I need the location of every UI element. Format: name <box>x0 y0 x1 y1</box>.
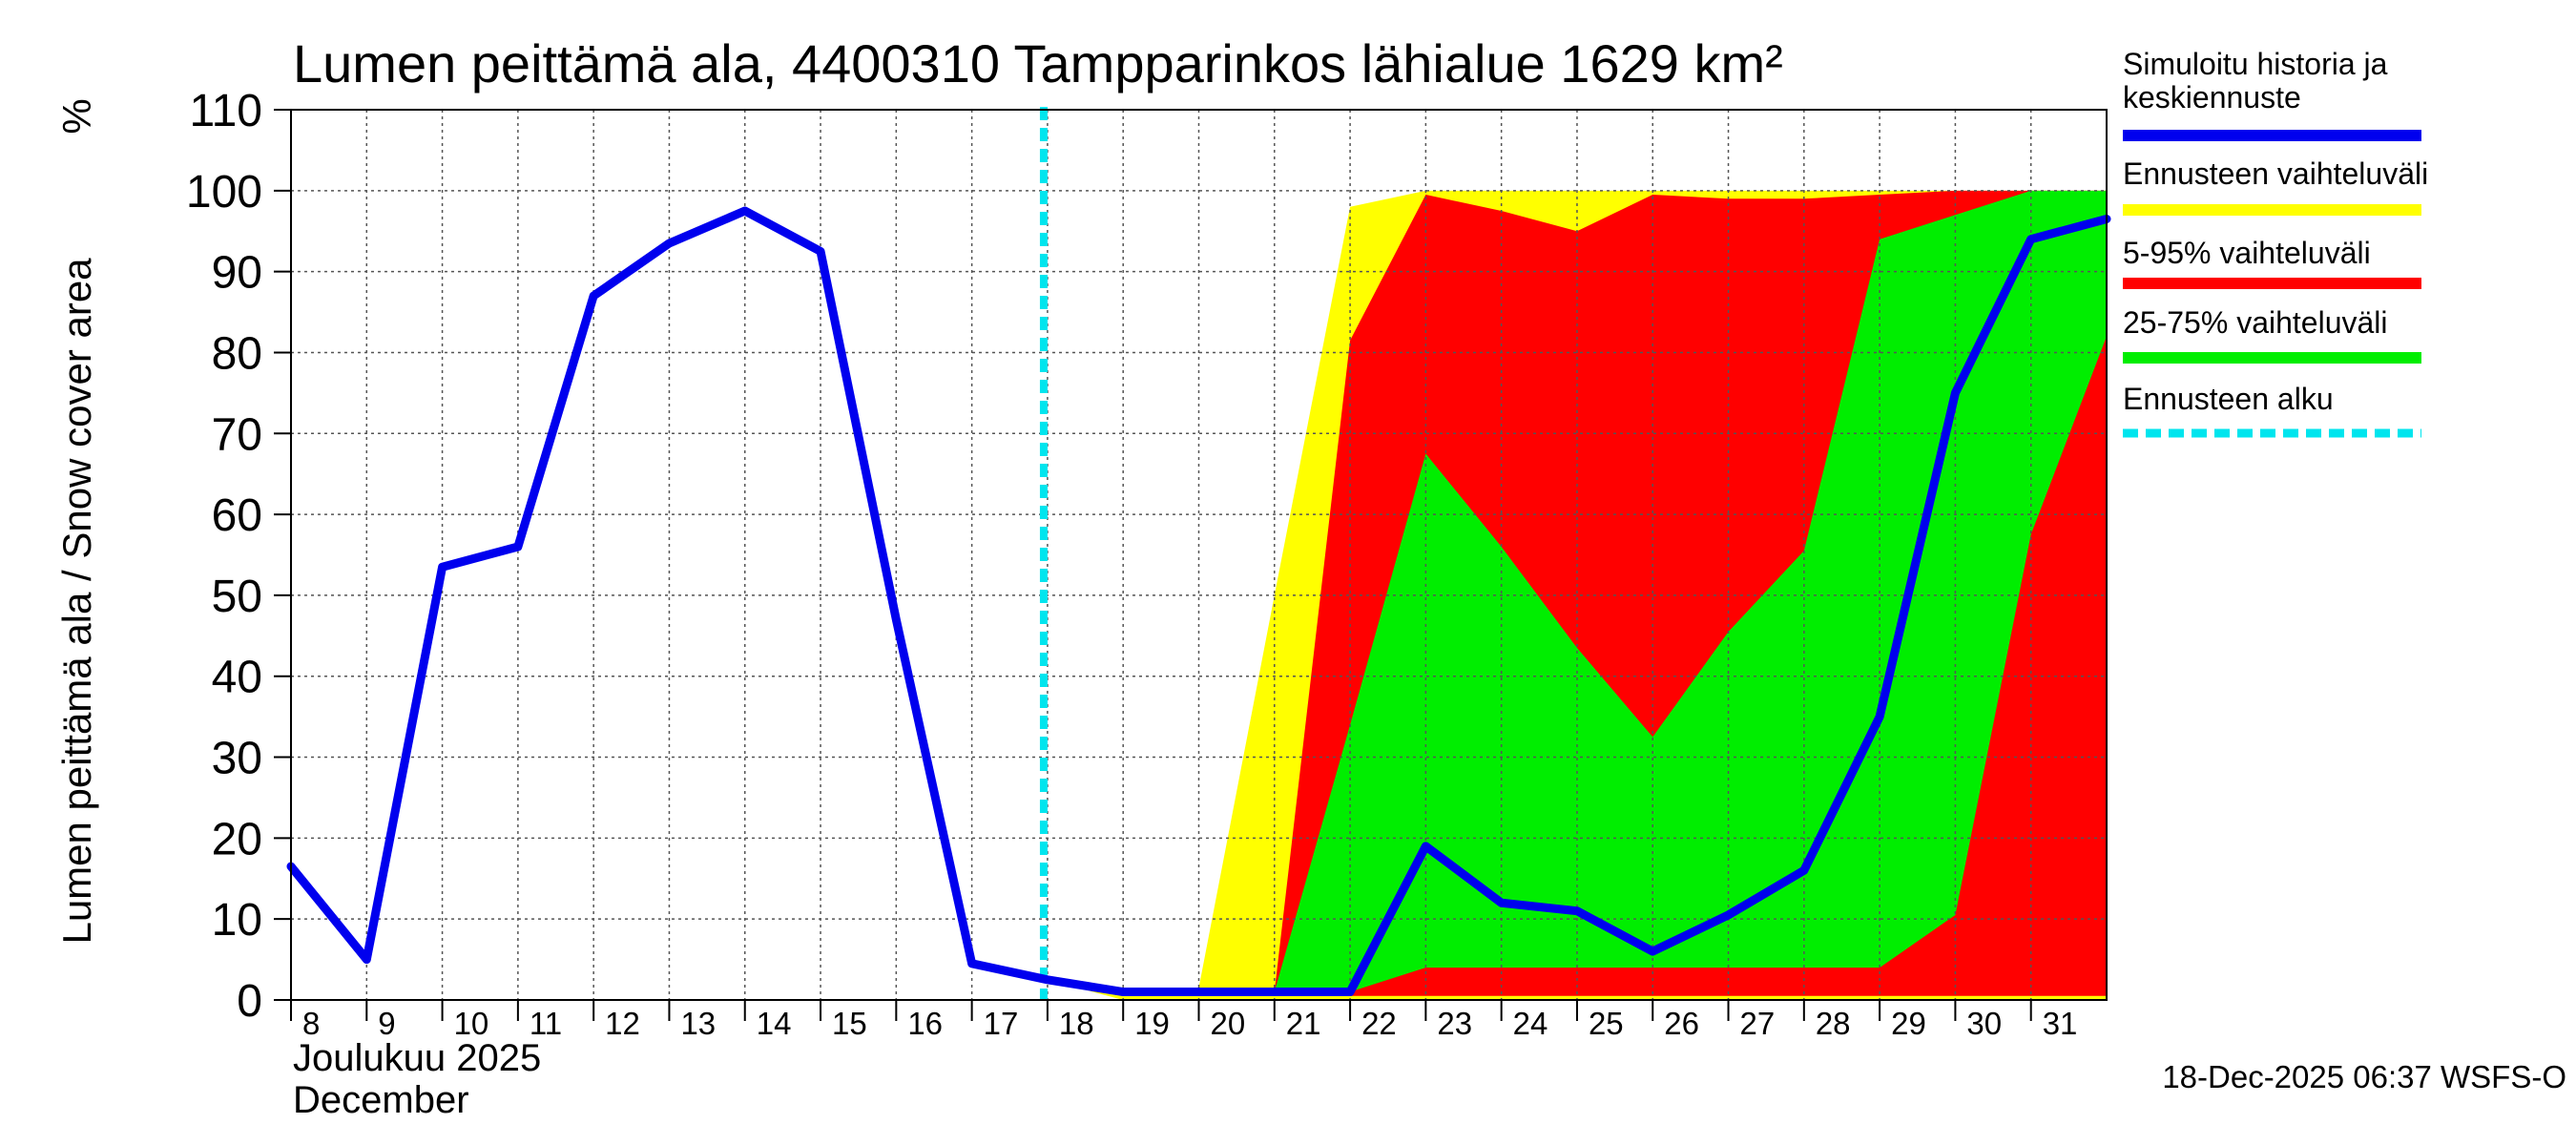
x-tick-label: 26 <box>1664 1006 1699 1041</box>
x-tick-label: 31 <box>2043 1006 2078 1041</box>
x-tick-label: 30 <box>1966 1006 2002 1041</box>
legend-label: Simuloitu historia ja keskiennuste <box>2123 47 2388 114</box>
x-tick-label: 29 <box>1891 1006 1926 1041</box>
x-tick-label: 20 <box>1211 1006 1246 1041</box>
legend-label: Ennusteen alku <box>2123 382 2334 416</box>
x-tick-label: 10 <box>454 1006 489 1041</box>
y-tick-label: 0 <box>237 976 262 1027</box>
x-tick-label: 8 <box>302 1006 320 1041</box>
x-axis-label-english: December <box>293 1079 469 1121</box>
legend: Simuloitu historia ja keskiennuste Ennuste… <box>2123 47 2428 438</box>
x-tick-label: 16 <box>907 1006 943 1041</box>
x-tick-label: 13 <box>680 1006 716 1041</box>
y-tick-label: 70 <box>212 409 262 460</box>
y-tick-label: 90 <box>212 248 262 299</box>
x-tick-label: 17 <box>984 1006 1019 1041</box>
y-axis-unit: % <box>54 98 99 134</box>
chart-title: Lumen peittämä ala, 4400310 Tampparinkos… <box>293 33 1783 94</box>
x-tick-label: 12 <box>605 1006 640 1041</box>
x-tick-label: 11 <box>530 1006 562 1041</box>
timestamp-footer: 18-Dec-2025 06:37 WSFS-O <box>2162 1059 2566 1094</box>
x-tick-label: 27 <box>1740 1006 1776 1041</box>
legend-label: Ennusteen vaihteluväli <box>2123 156 2428 191</box>
y-tick-label: 10 <box>212 895 262 946</box>
x-tick-label: 22 <box>1361 1006 1397 1041</box>
y-tick-label: 50 <box>212 572 262 622</box>
x-tick-label: 9 <box>378 1006 395 1041</box>
series-lines <box>286 107 2111 1000</box>
x-tick-label: 28 <box>1816 1006 1851 1041</box>
y-tick-label: 110 <box>189 86 262 136</box>
y-tick-label: 80 <box>212 328 262 379</box>
y-axis-label: Lumen peittämä ala / Snow cover area <box>54 258 99 945</box>
y-tick-label: 20 <box>212 814 262 864</box>
series-line-simulated-history <box>286 206 2111 997</box>
legend-label: 25-75% vaihteluväli <box>2123 305 2388 340</box>
y-tick-label: 30 <box>212 734 262 784</box>
x-axis-label-finnish: Joulukuu 2025 <box>293 1037 541 1079</box>
y-tick-label: 100 <box>186 167 262 218</box>
x-tick-label: 15 <box>832 1006 867 1041</box>
x-tick-label: 23 <box>1437 1006 1472 1041</box>
x-tick-label: 19 <box>1134 1006 1170 1041</box>
x-tick-label: 25 <box>1589 1006 1624 1041</box>
legend-label: 5-95% vaihteluväli <box>2123 236 2371 270</box>
x-tick-label: 24 <box>1513 1006 1548 1041</box>
y-tick-label: 60 <box>212 490 262 541</box>
y-tick-label: 40 <box>212 653 262 703</box>
x-tick-label: 21 <box>1286 1006 1321 1041</box>
x-tick-label: 18 <box>1059 1006 1094 1041</box>
x-tick-label: 14 <box>757 1006 792 1041</box>
axis-ticks: 0 10 20 30 40 50 60 70 80 90 100 110 8 9 10 11 12 13 14 15 1… <box>186 86 2078 1041</box>
